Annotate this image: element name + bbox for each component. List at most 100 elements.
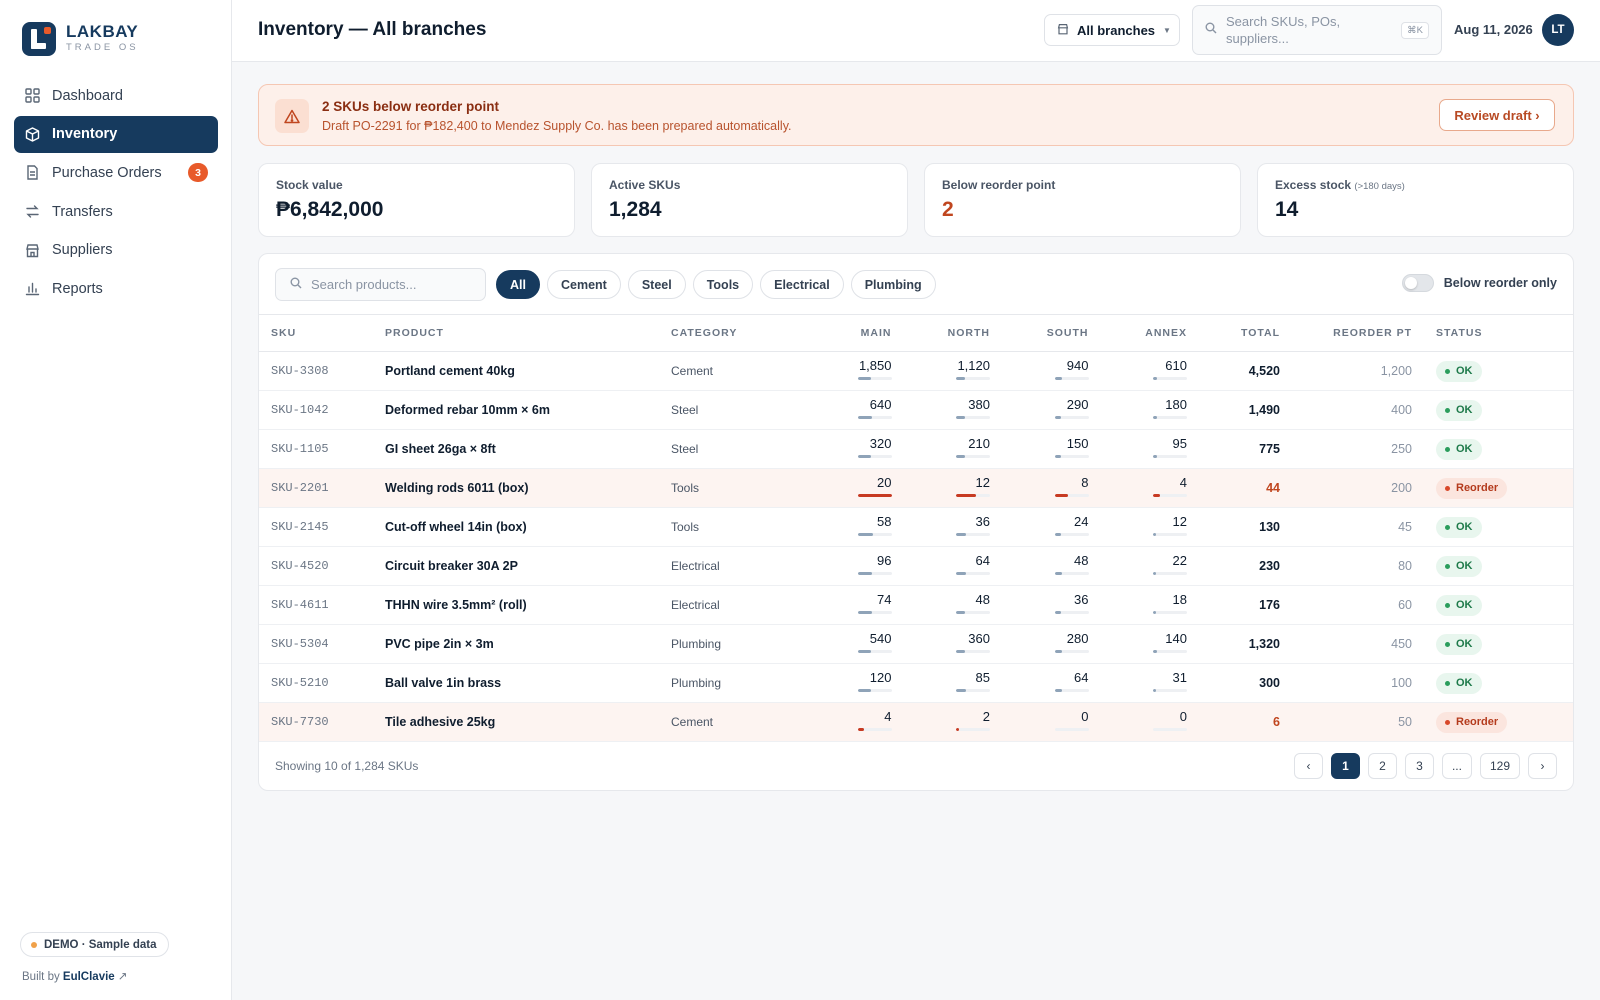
table-row[interactable]: SKU-4520 Circuit breaker 30A 2P Electrical… — [259, 546, 1573, 586]
column-header-south[interactable]: SOUTH — [1000, 314, 1099, 352]
page-button-last[interactable]: 129 — [1479, 753, 1520, 779]
stock-value: 95 — [1172, 436, 1187, 451]
category-cell: Cement — [671, 702, 803, 742]
column-header-reorder-point[interactable]: REORDER PT — [1290, 314, 1436, 352]
column-header-main[interactable]: MAIN — [803, 314, 902, 352]
status-badge: OK — [1436, 633, 1482, 655]
stock-meter: 22 — [1153, 554, 1187, 575]
page-button-1[interactable]: 1 — [1330, 753, 1360, 779]
review-draft-button[interactable]: Review draft › — [1439, 99, 1555, 131]
sidebar-nav: Dashboard Inventory Purchase Orders 3 Tr… — [14, 77, 218, 309]
stock-bar-fill — [956, 572, 966, 575]
product-cell[interactable]: PVC pipe 2in × 3m — [385, 624, 671, 664]
branch-stock-cell-annex: 18 — [1098, 585, 1197, 625]
status-badge: OK — [1436, 594, 1482, 616]
stock-bar-fill — [1153, 611, 1157, 614]
branch-stock-cell-annex: 31 — [1098, 663, 1197, 703]
count-badge: 3 — [188, 163, 208, 183]
page-button-2[interactable]: 2 — [1367, 753, 1397, 779]
product-cell[interactable]: Deformed rebar 10mm × 6m — [385, 390, 671, 430]
filter-chip-plumbing[interactable]: Plumbing — [850, 270, 936, 299]
reorder-point-cell: 45 — [1290, 507, 1436, 547]
filter-chip-cement[interactable]: Cement — [546, 270, 621, 299]
product-search-input[interactable]: Search products... — [275, 268, 486, 301]
filter-chip-all[interactable]: All — [496, 270, 540, 299]
branch-stock-cell-main: 4 — [803, 702, 902, 742]
column-header-product[interactable]: PRODUCT — [385, 314, 671, 352]
filter-chip-steel[interactable]: Steel — [627, 270, 686, 299]
table-row[interactable]: SKU-5210 Ball valve 1in brass Plumbing 120 8… — [259, 663, 1573, 703]
sidebar-item-transfers[interactable]: Transfers — [14, 193, 218, 230]
next-page-button[interactable]: › — [1528, 753, 1557, 779]
product-cell[interactable]: Portland cement 40kg — [385, 351, 671, 391]
table-row[interactable]: SKU-2201 Welding rods 6011 (box) Tools 20 12… — [259, 468, 1573, 508]
sidebar-item-dashboard[interactable]: Dashboard — [14, 77, 218, 114]
table-row[interactable]: SKU-3308 Portland cement 40kg Cement 1,850 1… — [259, 351, 1573, 391]
column-header-status[interactable]: STATUS — [1436, 314, 1573, 352]
product-cell[interactable]: Circuit breaker 30A 2P — [385, 546, 671, 586]
warning-icon — [275, 99, 309, 133]
column-header-category[interactable]: CATEGORY — [671, 314, 803, 352]
category-cell: Tools — [671, 468, 803, 508]
brand[interactable]: LAKBAY TRADE OS — [22, 22, 139, 56]
user-avatar[interactable]: LT — [1542, 14, 1574, 46]
product-cell[interactable]: GI sheet 26ga × 8ft — [385, 429, 671, 469]
below-reorder-toggle[interactable] — [1401, 274, 1434, 292]
stock-bar-fill — [956, 494, 977, 497]
column-header-sku[interactable]: SKU — [259, 314, 385, 352]
stock-bar-fill — [857, 611, 872, 614]
stat-label: Stock value — [276, 178, 343, 192]
sidebar-item-reports[interactable]: Reports — [14, 270, 218, 307]
product-cell[interactable]: Tile adhesive 25kg — [385, 702, 671, 742]
product-cell[interactable]: Ball valve 1in brass — [385, 663, 671, 703]
prev-page-button[interactable]: ‹ — [1293, 753, 1323, 779]
product-cell[interactable]: Cut-off wheel 14in (box) — [385, 507, 671, 547]
filter-chip-electrical[interactable]: Electrical — [760, 270, 844, 299]
stock-meter: 280 — [1054, 632, 1089, 653]
stock-bar-fill — [857, 689, 872, 692]
column-header-north[interactable]: NORTH — [901, 314, 1000, 352]
category-cell: Electrical — [671, 585, 803, 625]
stock-bar-fill — [956, 533, 966, 536]
page-button-3[interactable]: 3 — [1404, 753, 1434, 779]
table-row[interactable]: SKU-7730 Tile adhesive 25kg Cement 4 2 0 0 6 50 R… — [259, 702, 1573, 742]
branch-stock-cell-north: 1,120 — [901, 351, 1000, 391]
branch-stock-cell-main: 1,850 — [803, 351, 902, 391]
product-cell[interactable]: THHN wire 3.5mm² (roll) — [385, 585, 671, 625]
pagination: ‹ 1 2 3 ... 129 › — [1293, 753, 1557, 779]
sidebar-item-label: Dashboard — [52, 87, 123, 104]
sidebar-item-purchase-orders[interactable]: Purchase Orders 3 — [14, 154, 218, 191]
table-row[interactable]: SKU-2145 Cut-off wheel 14in (box) Tools 58 3… — [259, 507, 1573, 547]
stock-bar — [1153, 650, 1187, 653]
stock-value: 120 — [869, 670, 892, 685]
table-row[interactable]: SKU-5304 PVC pipe 2in × 3m Plumbing 540 360 2… — [259, 624, 1573, 664]
built-by-link[interactable]: EulClavie — [62, 971, 115, 983]
stock-meter: 2 — [956, 710, 990, 731]
stock-bar-fill — [1054, 494, 1069, 497]
sidebar-item-suppliers[interactable]: Suppliers — [14, 232, 218, 269]
branch-stock-cell-north: 210 — [901, 429, 1000, 469]
table-row[interactable]: SKU-1105 GI sheet 26ga × 8ft Steel 320 210 15… — [259, 429, 1573, 469]
total-cell: 4,520 — [1197, 351, 1290, 391]
table-row[interactable]: SKU-4611 THHN wire 3.5mm² (roll) Electrica… — [259, 585, 1573, 625]
filter-chip-tools[interactable]: Tools — [692, 270, 754, 299]
stock-bar — [1054, 533, 1089, 536]
status-dot-icon — [31, 941, 37, 948]
stock-bar-fill — [857, 377, 872, 380]
total-cell: 1,320 — [1197, 624, 1290, 664]
branch-select[interactable]: All branches ▼ — [1044, 14, 1180, 46]
stock-bar — [1153, 416, 1187, 419]
column-header-annex[interactable]: ANNEX — [1098, 314, 1197, 352]
table-row[interactable]: SKU-1042 Deformed rebar 10mm × 6m Steel 640… — [259, 390, 1573, 430]
sidebar-item-inventory[interactable]: Inventory — [14, 115, 218, 153]
stock-meter: 290 — [1054, 398, 1089, 419]
stock-bar-fill — [1153, 650, 1157, 653]
global-search-input[interactable]: Search SKUs, POs, suppliers... ⌘K — [1192, 5, 1442, 55]
stock-bar — [1054, 416, 1089, 419]
total-cell: 775 — [1197, 429, 1290, 469]
stock-value: 96 — [877, 553, 892, 568]
product-cell[interactable]: Welding rods 6011 (box) — [385, 468, 671, 508]
stock-bar — [1054, 455, 1089, 458]
column-header-total[interactable]: TOTAL — [1197, 314, 1290, 352]
stock-bar-fill — [956, 455, 966, 458]
